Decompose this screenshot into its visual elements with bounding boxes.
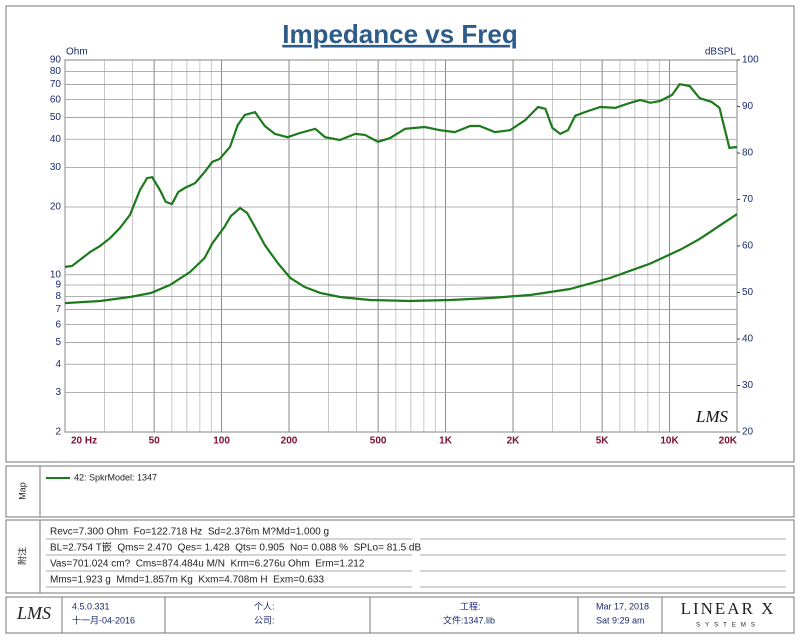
x-tick-label: 1K (439, 436, 453, 447)
build-date: 十一月-04-2016 (72, 614, 135, 625)
parameter-line: BL=2.754 T嵌 Qms= 2.470 Qes= 1.428 Qts= 0… (50, 542, 421, 554)
personal: 个人: (254, 601, 275, 611)
y-tick-label: 70 (50, 79, 62, 90)
y-tick-label: 5 (55, 337, 61, 348)
parameter-line: Revc=7.300 Ohm Fo=122.718 Hz Sd=2.376m M… (50, 527, 329, 538)
file: 文件:1347.lib (443, 614, 495, 625)
map-label: Map (17, 482, 27, 500)
x-tick-label: 200 (281, 436, 298, 447)
y-axis-label: Ohm (66, 47, 88, 58)
y2-axis-label: dBSPL (705, 47, 737, 58)
y-tick-label: 4 (55, 359, 61, 370)
project: 工程: (460, 601, 481, 611)
x-tick-label: 10K (660, 436, 679, 447)
version: 4.5.0.331 (72, 601, 110, 611)
series-line (64, 206, 738, 305)
y-tick-label: 9 (55, 280, 61, 291)
footer (5, 596, 795, 634)
x-tick-label: 2K (507, 436, 521, 447)
y-tick-label: 20 (50, 202, 62, 213)
series-line (64, 82, 738, 268)
x-tick-label: 5K (596, 436, 610, 447)
y-tick-label: 2 (55, 427, 61, 438)
footer-logo: LMS (16, 603, 51, 623)
parameter-line: Vas=701.024 cm? Cms=874.484u M/N Krm=6.2… (50, 559, 365, 570)
y-tick-label: 6 (55, 319, 61, 330)
y-tick-label: 8 (55, 291, 61, 302)
plot-area (64, 59, 738, 433)
y-tick-label: 3 (55, 387, 61, 398)
x-tick-label: 20K (719, 436, 738, 447)
y2-tick-label: 30 (742, 380, 754, 391)
company: 公司: (254, 615, 275, 625)
y-tick-label: 60 (50, 94, 62, 105)
x-tick-label: 100 (213, 436, 230, 447)
y2-tick-label: 80 (742, 148, 754, 159)
y-tick-label: 80 (50, 66, 62, 77)
brand: LINEAR X (681, 599, 776, 618)
chart-title: Impedance vs Freq (282, 19, 518, 49)
map-panel (5, 465, 795, 518)
y-tick-label: 10 (50, 269, 62, 280)
brand-sub: SYSTEMS (696, 623, 760, 629)
date: Mar 17, 2018 (596, 601, 649, 611)
notes: Revc=7.300 Ohm Fo=122.718 Hz Sd=2.376m M… (46, 527, 786, 588)
time: Sat 9:29 am (596, 615, 645, 625)
y2-tick-label: 100 (742, 55, 759, 66)
y-tick-label: 30 (50, 162, 62, 173)
y2-tick-label: 40 (742, 334, 754, 345)
x-tick-label: 500 (370, 436, 387, 447)
notes-label: 附注 (16, 547, 27, 565)
y2-tick-label: 60 (742, 241, 754, 252)
y-tick-label: 50 (50, 112, 62, 123)
y2-tick-label: 50 (742, 287, 754, 298)
y-tick-label: 7 (55, 304, 61, 315)
y2-tick-label: 20 (742, 427, 754, 438)
parameter-line: Mms=1.923 g Mmd=1.857m Kg Kxm=4.708m H E… (50, 575, 324, 586)
y2-tick-label: 90 (742, 101, 754, 112)
x-tick-label: 50 (149, 436, 161, 447)
legend-entry: 42: SpkrModel: 1347 (74, 472, 157, 482)
y-tick-label: 90 (50, 55, 62, 66)
chart-frame (5, 5, 795, 463)
watermark: LMS (695, 407, 729, 426)
y-tick-label: 40 (50, 134, 62, 145)
x-tick-label: 20 Hz (71, 436, 97, 447)
y2-tick-label: 70 (742, 194, 754, 205)
notes-panel (5, 519, 795, 594)
